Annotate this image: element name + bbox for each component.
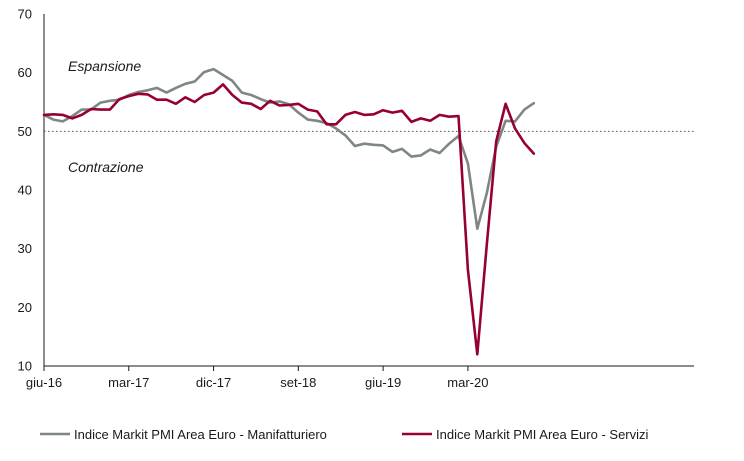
- y-tick-label: 20: [18, 300, 32, 315]
- annotation-espansione: Espansione: [68, 58, 141, 74]
- legend: Indice Markit PMI Area Euro - Manifattur…: [40, 427, 649, 442]
- legend-label-manifatturiero: Indice Markit PMI Area Euro - Manifattur…: [74, 427, 327, 442]
- x-tick-label: mar-20: [447, 375, 488, 390]
- y-tick-label: 50: [18, 124, 32, 139]
- y-tick-label: 40: [18, 183, 32, 198]
- x-tick-label: giu-19: [365, 375, 401, 390]
- annotation-contrazione: Contrazione: [68, 159, 144, 175]
- y-tick-label: 30: [18, 241, 32, 256]
- series-line-servizi: [42, 83, 536, 356]
- x-tick-label: giu-16: [26, 375, 62, 390]
- x-tick-label: set-18: [280, 375, 316, 390]
- y-tick-label: 10: [18, 359, 32, 374]
- x-tick-label: mar-17: [108, 375, 149, 390]
- x-ticks: giu-16 mar-17 dic-17 set-18 giu-19 mar-2…: [26, 366, 488, 390]
- y-ticks: 10 20 30 40 50 60 70: [18, 7, 32, 374]
- y-tick-label: 60: [18, 65, 32, 80]
- legend-label-servizi: Indice Markit PMI Area Euro - Servizi: [436, 427, 649, 442]
- x-tick-label: dic-17: [196, 375, 231, 390]
- y-tick-label: 70: [18, 7, 32, 22]
